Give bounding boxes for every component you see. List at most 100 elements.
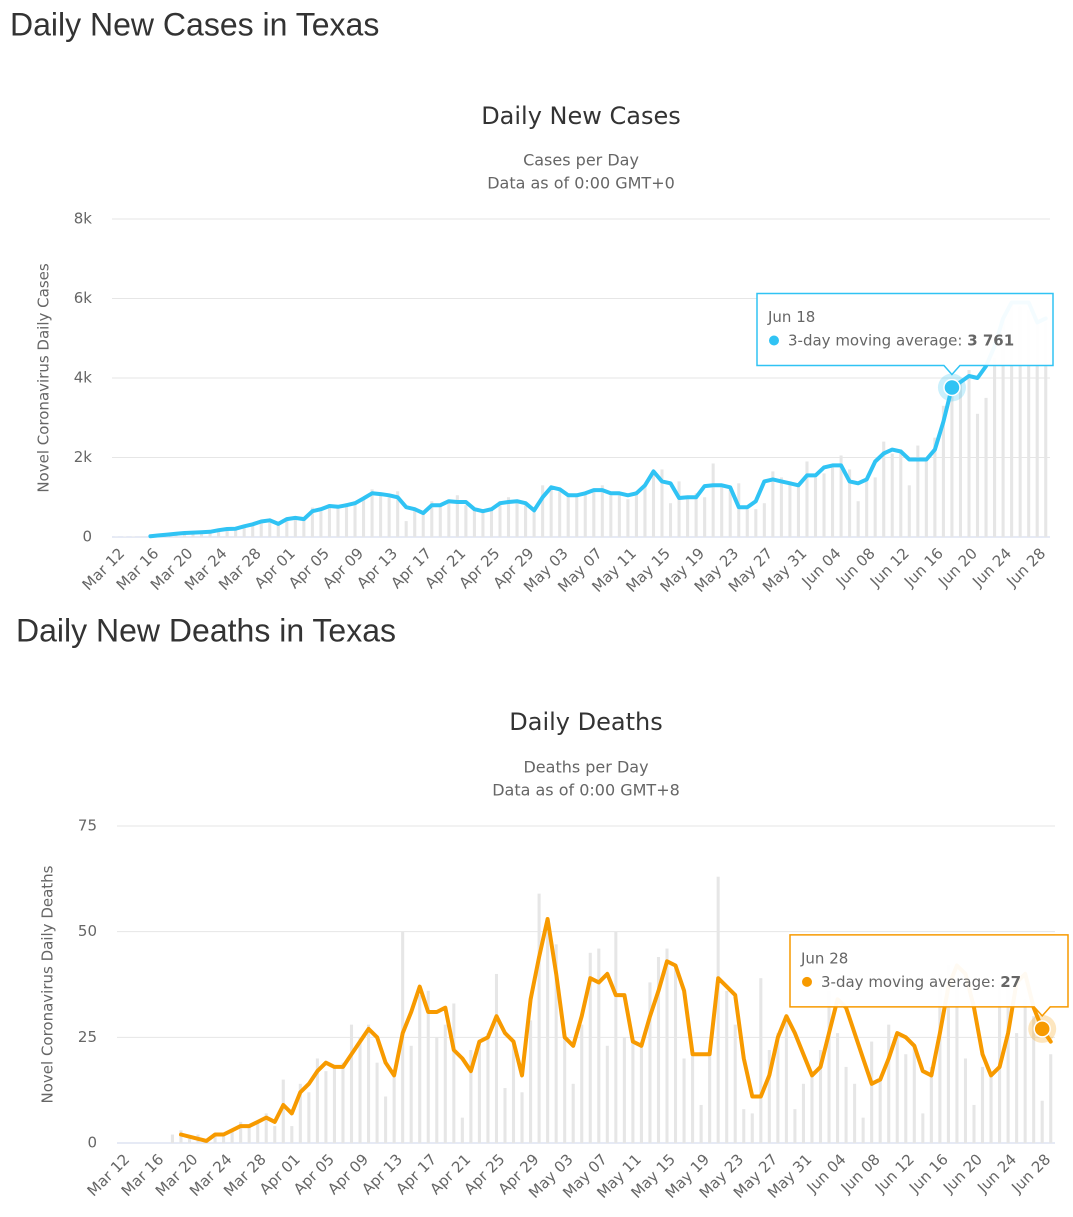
bar xyxy=(1010,302,1014,537)
bar xyxy=(716,876,720,1143)
bar xyxy=(396,491,400,537)
bar xyxy=(921,1113,925,1143)
bar xyxy=(793,1109,797,1143)
bar xyxy=(290,1126,294,1143)
bar xyxy=(362,497,366,537)
chart-subtitle: Data as of 0:00 GMT+8 xyxy=(492,781,680,800)
bar xyxy=(375,1062,379,1143)
bar xyxy=(916,445,920,537)
y-tick-label: 75 xyxy=(78,817,97,835)
bar xyxy=(993,358,997,537)
y-axis-label: Novel Coronavirus Daily Cases xyxy=(35,263,53,493)
y-axis-label: Novel Coronavirus Daily Deaths xyxy=(39,865,57,1103)
bar xyxy=(708,1050,712,1143)
bar xyxy=(251,522,255,537)
bar xyxy=(839,455,843,537)
tooltip-box xyxy=(789,934,1069,1018)
bar xyxy=(187,1138,192,1143)
bar xyxy=(477,1041,481,1143)
bar xyxy=(332,1066,336,1143)
bar xyxy=(580,1024,584,1143)
bar xyxy=(452,1003,456,1143)
bar xyxy=(498,501,502,537)
bar xyxy=(1015,1033,1019,1143)
bar xyxy=(268,519,272,537)
bar xyxy=(660,469,664,537)
bar xyxy=(225,529,229,537)
bar xyxy=(319,511,323,537)
bar xyxy=(699,1104,703,1143)
bar xyxy=(256,1121,260,1143)
bar xyxy=(938,973,942,1143)
bar xyxy=(771,471,775,537)
bar xyxy=(563,1037,567,1143)
bar xyxy=(873,477,877,537)
bar xyxy=(455,495,459,537)
bar xyxy=(549,489,553,537)
tooltip-dot xyxy=(769,335,779,346)
bar xyxy=(506,497,511,537)
bar xyxy=(907,485,911,537)
bar xyxy=(639,1041,643,1143)
bar xyxy=(131,536,135,537)
tooltip-dot xyxy=(802,976,812,987)
bar xyxy=(605,1045,609,1143)
bar xyxy=(848,469,852,537)
bar xyxy=(963,1058,967,1143)
bar xyxy=(503,1088,507,1143)
bar xyxy=(191,532,195,537)
y-tick-label: 0 xyxy=(87,1134,97,1152)
bar xyxy=(759,978,763,1143)
bar xyxy=(617,493,621,537)
chart-subtitle: Data as of 0:00 GMT+0 xyxy=(487,174,675,193)
bar xyxy=(1001,318,1005,537)
bar xyxy=(779,477,783,537)
bar xyxy=(239,1121,243,1143)
bar xyxy=(677,481,681,537)
bar xyxy=(784,1016,788,1143)
bar xyxy=(571,1083,575,1143)
bar xyxy=(597,948,601,1143)
bar xyxy=(767,1050,771,1143)
bar xyxy=(1044,322,1048,537)
bar xyxy=(733,1024,737,1143)
bar xyxy=(460,1117,464,1143)
bar xyxy=(222,1134,226,1143)
bar xyxy=(801,1083,805,1143)
tooltip-value: 27 xyxy=(1000,972,1021,990)
bar xyxy=(870,1041,874,1143)
bar xyxy=(899,449,903,537)
chart-title: Daily Deaths xyxy=(509,708,662,736)
bar xyxy=(694,493,698,537)
bar xyxy=(711,463,715,537)
bar xyxy=(827,990,831,1143)
bar xyxy=(669,503,673,537)
bar xyxy=(813,477,818,537)
bar xyxy=(217,529,221,537)
bar xyxy=(788,481,792,537)
bar xyxy=(810,1071,814,1143)
bar xyxy=(972,1104,976,1143)
bar xyxy=(546,918,550,1143)
bar xyxy=(861,1117,865,1143)
y-tick-label: 8k xyxy=(74,210,93,228)
tooltip-value: 3 761 xyxy=(967,331,1014,349)
bar xyxy=(634,491,638,537)
y-tick-label: 4k xyxy=(74,369,93,387)
bar xyxy=(725,990,729,1143)
bar xyxy=(643,485,647,537)
bar xyxy=(430,501,434,537)
bar xyxy=(989,1075,993,1143)
bar xyxy=(344,503,349,537)
bar xyxy=(626,499,630,537)
hover-point xyxy=(1033,1020,1051,1038)
bar xyxy=(285,517,289,537)
bar xyxy=(494,973,498,1143)
bar xyxy=(1027,310,1031,537)
bar xyxy=(349,1024,354,1143)
bar xyxy=(651,473,656,537)
bar xyxy=(435,1037,439,1143)
bar xyxy=(737,483,741,537)
hover-point xyxy=(943,378,961,397)
y-tick-label: 2k xyxy=(74,448,93,466)
